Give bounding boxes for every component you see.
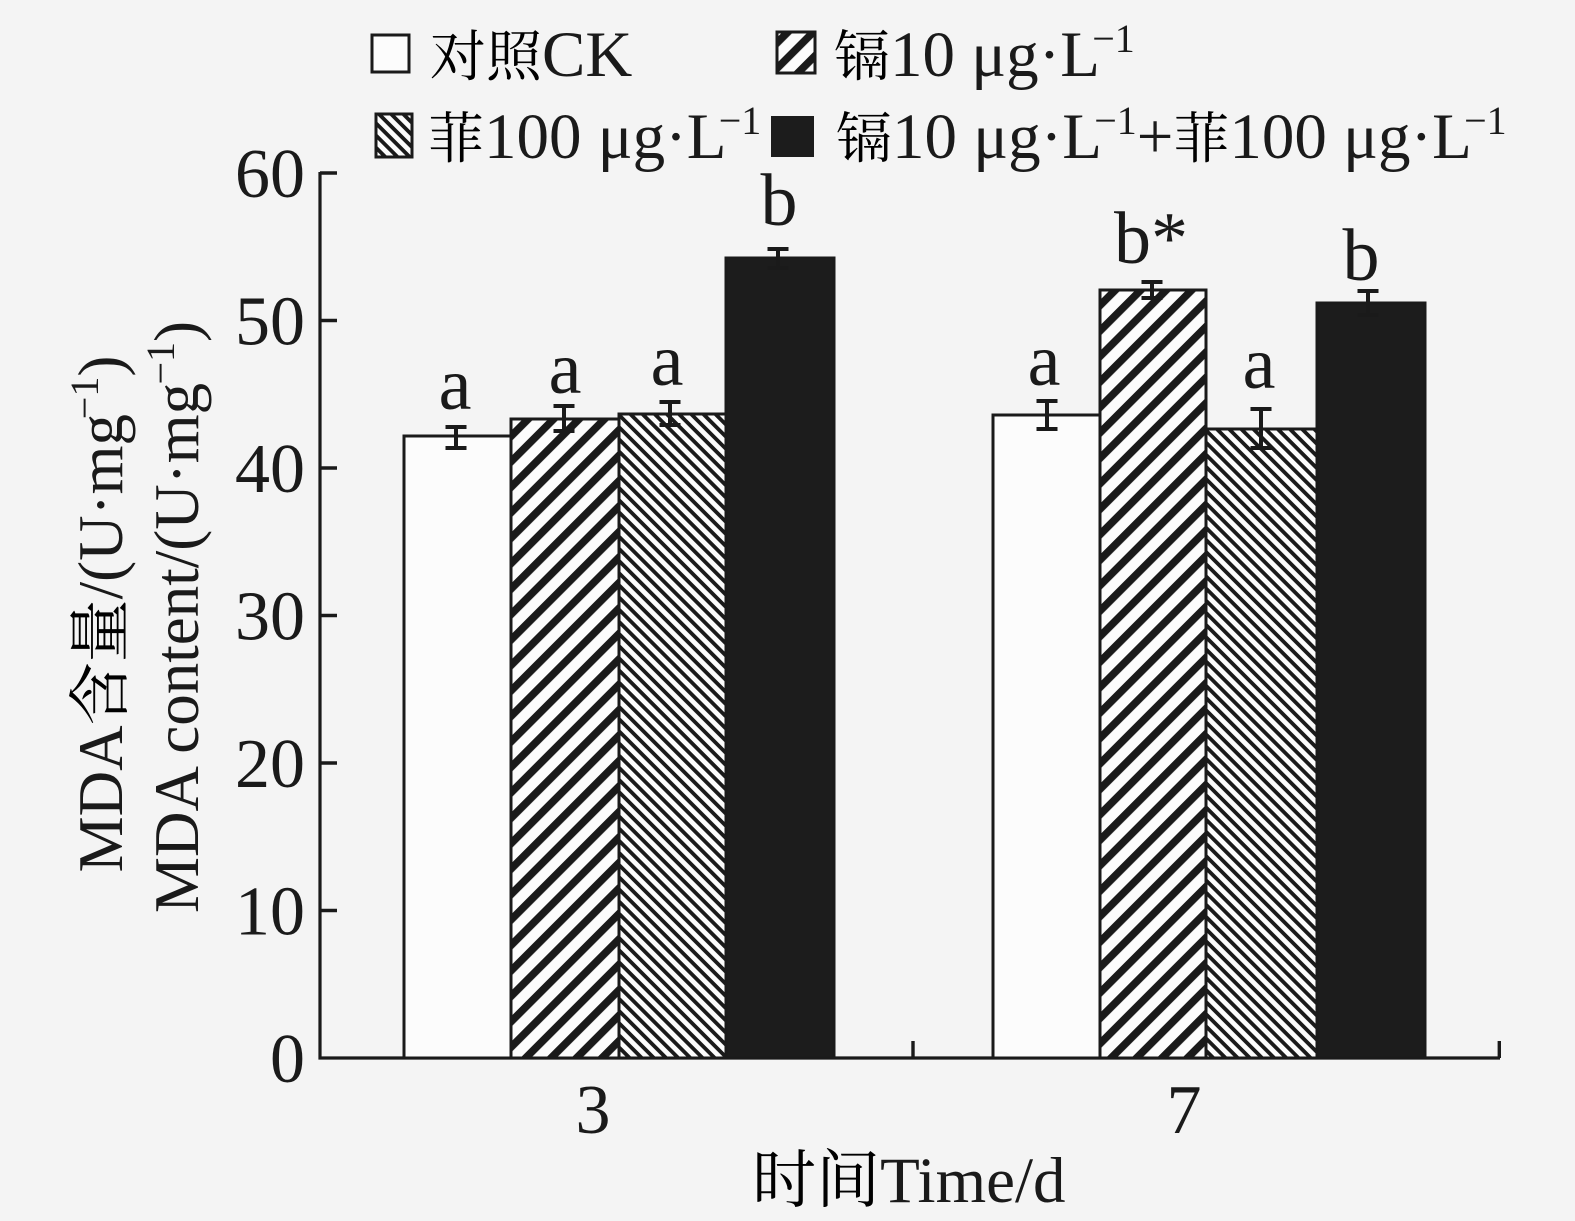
svg-text:20: 20 — [235, 726, 305, 803]
svg-text:a: a — [549, 328, 582, 410]
svg-text:b: b — [761, 160, 798, 242]
svg-text:b*: b* — [1114, 198, 1188, 280]
svg-text:10 μg·L: 10 μg·L — [892, 101, 1102, 173]
svg-text:a: a — [651, 320, 684, 402]
svg-text:40: 40 — [235, 431, 305, 508]
svg-text:MDA: MDA — [66, 725, 136, 873]
svg-text:): ) — [142, 321, 212, 342]
svg-text:50: 50 — [235, 284, 305, 361]
svg-text:10 μg·L: 10 μg·L — [890, 19, 1100, 91]
svg-text:10: 10 — [235, 874, 305, 951]
svg-text:0: 0 — [270, 1021, 305, 1098]
svg-text:a: a — [439, 344, 472, 426]
svg-text:−1: −1 — [1464, 98, 1507, 143]
svg-text:a: a — [1243, 323, 1276, 405]
svg-text:100 μg·L: 100 μg·L — [484, 101, 726, 173]
svg-text:/(U·mg: /(U·mg — [66, 414, 136, 599]
svg-text:100 μg·L: 100 μg·L — [1229, 101, 1471, 173]
svg-text:60: 60 — [235, 136, 305, 213]
svg-text:3: 3 — [576, 1072, 611, 1149]
svg-text:−1: −1 — [719, 98, 762, 143]
svg-text:): ) — [66, 356, 136, 377]
svg-text:−1: −1 — [1094, 98, 1137, 143]
svg-text:−1: −1 — [62, 377, 107, 420]
svg-text:30: 30 — [235, 579, 305, 656]
svg-text:−1: −1 — [1092, 16, 1135, 61]
svg-text:7: 7 — [1167, 1072, 1202, 1149]
svg-text:Time/d: Time/d — [880, 1145, 1065, 1217]
svg-text:−1: −1 — [138, 342, 183, 385]
svg-text:+: + — [1137, 101, 1174, 173]
svg-text:b: b — [1343, 215, 1380, 297]
svg-text:a: a — [1028, 320, 1061, 402]
svg-text:MDA content/(U·mg: MDA content/(U·mg — [142, 383, 212, 913]
svg-text:CK: CK — [542, 19, 632, 91]
